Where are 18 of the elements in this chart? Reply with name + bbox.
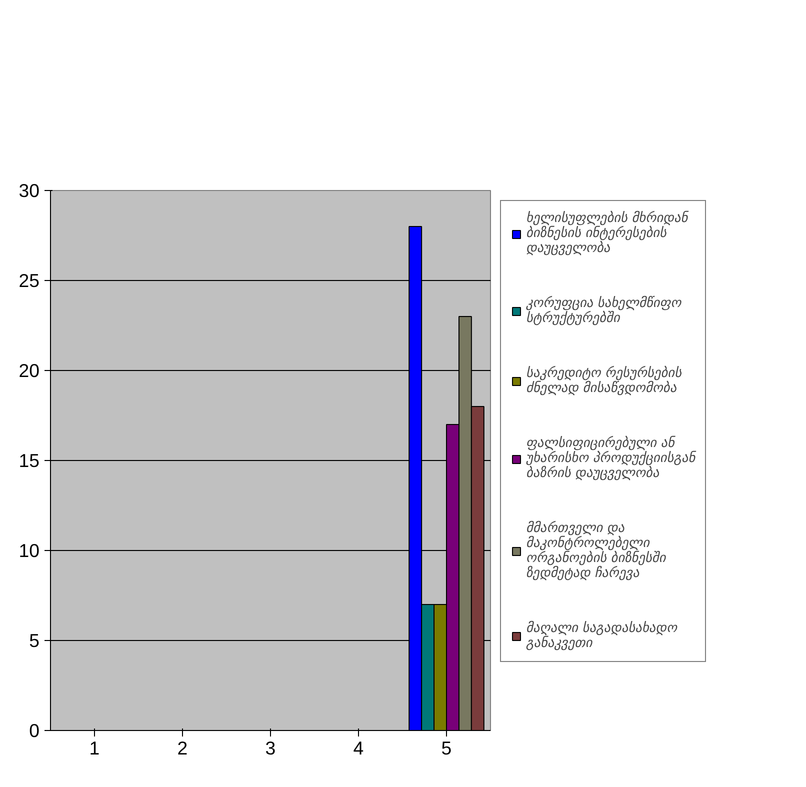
y-tick-label: 15 — [18, 450, 40, 471]
x-tick-label: 1 — [89, 738, 100, 758]
y-tick-label: 0 — [29, 720, 40, 741]
y-tick-label: 25 — [18, 270, 40, 291]
x-tick-label: 5 — [441, 738, 452, 758]
y-tick-label: 30 — [18, 180, 40, 201]
legend-label: საკრედიტო რესურსების ძნელად მისაწვდომობა — [526, 366, 682, 396]
x-tick-label: 4 — [353, 738, 364, 758]
legend-label: მაღალი საგადასახადო განაკვეთი — [526, 621, 678, 651]
legend-label: ხელისუფლების მხრიდან ბიზნესის ინტერესების დაუცველობა — [526, 211, 688, 256]
y-tick-label: 5 — [29, 630, 40, 651]
x-tick-label: 3 — [265, 738, 276, 758]
legend-label: ფალსიფიცირებული ან უხარისხო პროდუქციისგან ბაზრის დაუცველობა — [526, 436, 696, 481]
legend-label: მმართველი და მაკონტროლებელი ორგანოების ბიზნესში ზედმეტად ჩარევა — [526, 521, 666, 581]
y-tick-label: 10 — [18, 540, 40, 561]
y-tick-label: 20 — [18, 360, 40, 381]
legend-label: კორუფცია სახელმწიფო სტრუქტურებში — [526, 296, 682, 326]
x-tick-label: 2 — [177, 738, 188, 758]
